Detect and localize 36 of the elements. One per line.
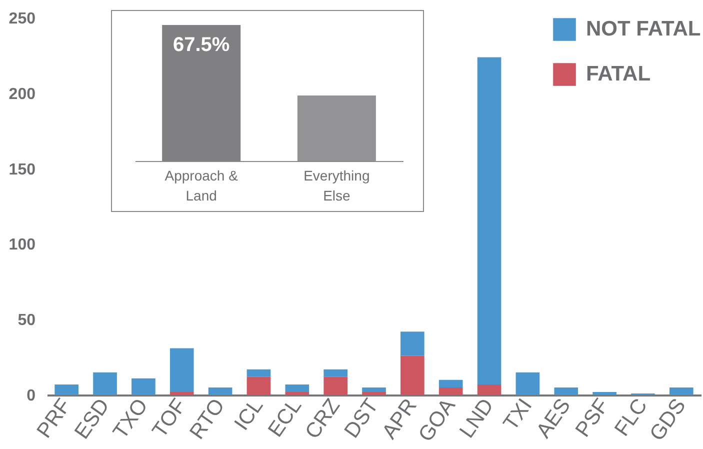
bar xyxy=(554,387,578,395)
bar xyxy=(477,57,502,384)
x-tick-label: Approach & Land xyxy=(164,168,239,204)
bar xyxy=(516,372,540,395)
y-tick-label: 150 xyxy=(8,161,36,178)
bar xyxy=(669,387,694,395)
y-tick-label: 50 xyxy=(18,312,36,330)
legend-label: FATAL xyxy=(586,62,651,86)
bar xyxy=(592,392,616,395)
bar xyxy=(285,384,310,392)
bar xyxy=(324,369,348,377)
bar xyxy=(438,387,463,395)
bar xyxy=(400,356,424,395)
x-tick-label: Everything Else xyxy=(304,168,370,204)
bar xyxy=(324,376,348,395)
y-tick-label: 0 xyxy=(26,388,36,404)
bar xyxy=(93,372,117,395)
bar xyxy=(208,387,232,395)
y-tick-label: 250 xyxy=(8,10,36,28)
bar xyxy=(477,384,502,395)
bar xyxy=(54,384,79,395)
bar xyxy=(362,387,386,392)
y-tick-label: 100 xyxy=(8,236,36,254)
bar xyxy=(285,392,310,395)
bar xyxy=(246,369,271,377)
bar xyxy=(170,348,194,392)
y-tick-label: 200 xyxy=(8,86,36,103)
data-label: 67.5% xyxy=(172,34,230,56)
bar xyxy=(132,378,156,395)
bar xyxy=(438,380,463,388)
bar xyxy=(170,392,194,395)
bar xyxy=(246,376,271,395)
bar xyxy=(400,332,424,356)
x-tick-label: TXI xyxy=(499,394,537,435)
legend-label: NOT FATAL xyxy=(586,18,701,40)
bar xyxy=(362,392,386,395)
